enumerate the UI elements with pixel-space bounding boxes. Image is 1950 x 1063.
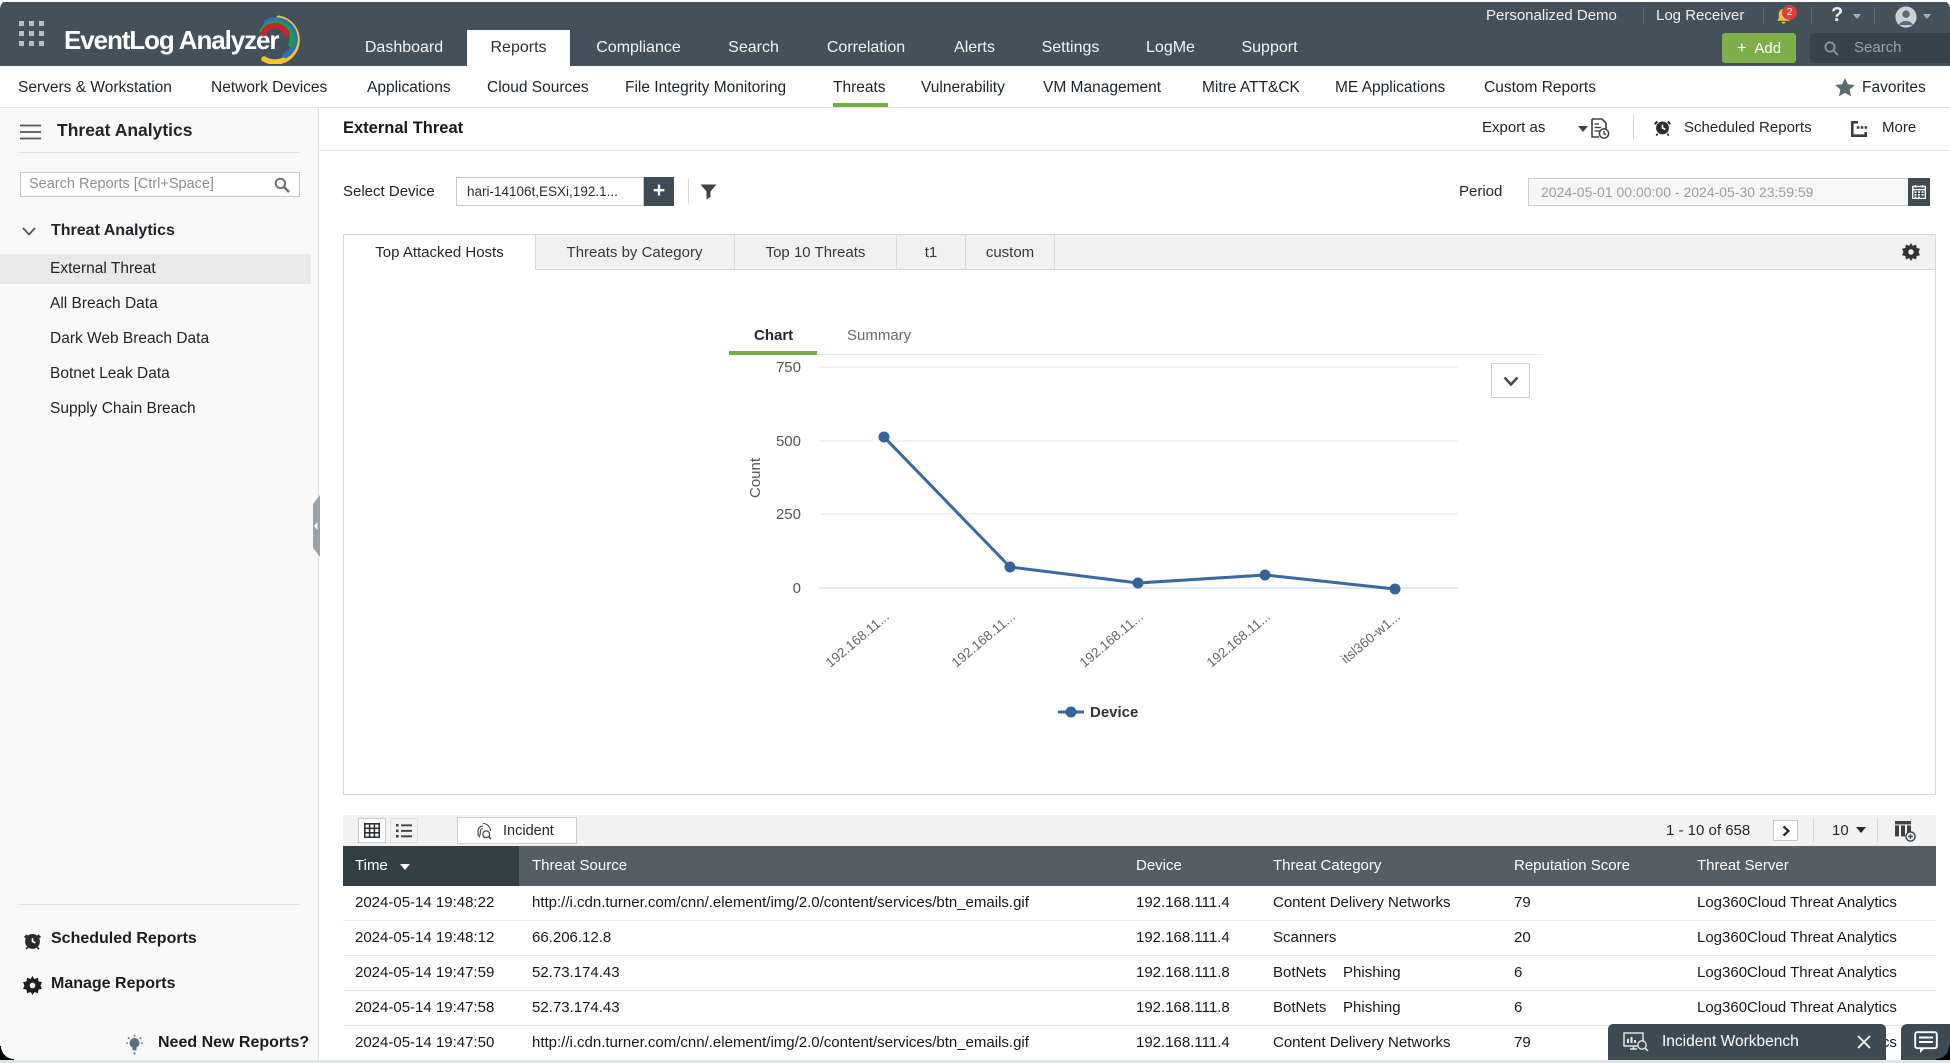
svg-text:750: 750: [776, 359, 801, 376]
svg-text:192.168.11...: 192.168.11...: [823, 609, 892, 671]
svg-text:192.168.11...: 192.168.11...: [1077, 609, 1146, 671]
svg-text:itsl360-w1...: itsl360-w1...: [1338, 609, 1403, 667]
svg-text:192.168.11...: 192.168.11...: [949, 609, 1018, 671]
svg-text:500: 500: [776, 433, 801, 450]
svg-text:0: 0: [793, 580, 801, 597]
svg-text:250: 250: [776, 506, 801, 523]
svg-text:Count: Count: [747, 457, 764, 498]
svg-text:Device: Device: [1090, 704, 1138, 721]
svg-text:192.168.11...: 192.168.11...: [1204, 609, 1273, 671]
